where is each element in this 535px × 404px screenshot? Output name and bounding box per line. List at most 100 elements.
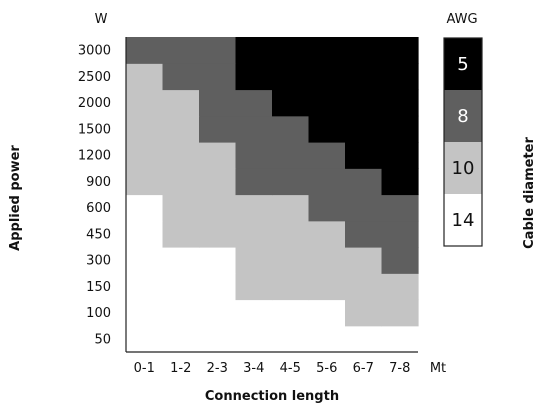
heatmap-cell bbox=[308, 194, 346, 222]
x-axis-unit: Mt bbox=[430, 361, 446, 376]
heatmap-cell bbox=[308, 89, 346, 117]
heatmap-cell bbox=[381, 115, 419, 143]
heatmap-cell bbox=[162, 194, 200, 222]
heatmap-cell bbox=[345, 299, 383, 327]
heatmap-cell bbox=[308, 168, 346, 196]
heatmap-cell bbox=[272, 142, 310, 169]
heatmap-cell bbox=[235, 194, 273, 222]
y-tick-label: 450 bbox=[86, 227, 111, 242]
heatmap-cell bbox=[126, 273, 164, 301]
x-tick-label: 0-1 bbox=[134, 361, 155, 376]
heatmap-cell bbox=[235, 247, 273, 274]
heatmap-cell bbox=[345, 247, 383, 274]
heatmap-cell bbox=[126, 168, 164, 196]
heatmap-cell bbox=[199, 37, 237, 64]
heatmap-cell bbox=[199, 115, 237, 143]
heatmap-cell bbox=[308, 299, 346, 327]
heatmap-cell bbox=[162, 168, 200, 196]
heatmap-cell bbox=[345, 37, 383, 64]
heatmap-cell bbox=[199, 220, 237, 248]
heatmap-cell bbox=[235, 89, 273, 117]
y-tick-label: 2500 bbox=[78, 70, 111, 85]
heatmap-cell bbox=[308, 247, 346, 274]
heatmap-cell bbox=[162, 220, 200, 248]
y-tick-label: 150 bbox=[86, 280, 111, 295]
heatmap-cell bbox=[126, 89, 164, 117]
y-tick-label: 2000 bbox=[78, 96, 111, 111]
x-tick-label: 2-3 bbox=[207, 361, 228, 376]
heatmap-cell bbox=[199, 63, 237, 91]
legend-swatch bbox=[444, 38, 482, 90]
heatmap-cell bbox=[235, 63, 273, 91]
heatmap-cell bbox=[126, 37, 164, 64]
heatmap-cell bbox=[272, 89, 310, 117]
heatmap-cell bbox=[126, 194, 164, 222]
x-axis-title: Connection length bbox=[205, 389, 339, 404]
x-tick-label: 1-2 bbox=[170, 361, 191, 376]
heatmap-cell bbox=[345, 89, 383, 117]
heatmap-cell bbox=[199, 247, 237, 274]
legend-title: AWG bbox=[446, 12, 477, 27]
heatmap-cell bbox=[199, 142, 237, 169]
heatmap-cell bbox=[345, 273, 383, 301]
legend-swatch bbox=[444, 90, 482, 142]
heatmap-cell bbox=[162, 247, 200, 274]
heatmap-cell bbox=[272, 194, 310, 222]
heatmap-cell bbox=[381, 220, 419, 248]
legend-swatch bbox=[444, 194, 482, 246]
heatmap-cell bbox=[345, 220, 383, 248]
legend-label: 14 bbox=[452, 210, 475, 231]
y-tick-label: 1500 bbox=[78, 122, 111, 137]
heatmap-cell bbox=[272, 168, 310, 196]
heatmap-cell bbox=[272, 247, 310, 274]
heatmap-cell bbox=[162, 325, 200, 353]
y-tick-label: 600 bbox=[86, 201, 111, 216]
heatmap-cell bbox=[308, 325, 346, 353]
legend-side-label: Cable diameter bbox=[522, 137, 535, 249]
heatmap-cell bbox=[272, 325, 310, 353]
x-tick-label: 7-8 bbox=[389, 361, 410, 376]
heatmap-cell bbox=[235, 115, 273, 143]
heatmap-cells bbox=[126, 37, 419, 353]
legend-label: 10 bbox=[452, 158, 475, 179]
y-axis-title: Applied power bbox=[8, 145, 23, 251]
x-tick-label: 4-5 bbox=[280, 361, 301, 376]
heatmap-cell bbox=[308, 273, 346, 301]
heatmap-cell bbox=[235, 220, 273, 248]
heatmap-cell bbox=[308, 63, 346, 91]
heatmap-cell bbox=[272, 299, 310, 327]
y-axis-ticks: 50 100 150 300 450 600 900 1200 1500 2000 2500 3000 bbox=[78, 44, 111, 348]
heatmap-cell bbox=[345, 168, 383, 196]
heatmap-cell bbox=[381, 142, 419, 169]
heatmap-cell bbox=[272, 37, 310, 64]
heatmap-cell bbox=[162, 273, 200, 301]
heatmap-cell bbox=[126, 142, 164, 169]
heatmap-cell bbox=[308, 37, 346, 64]
heatmap-cell bbox=[272, 273, 310, 301]
legend-border bbox=[443, 37, 483, 247]
x-tick-label: 3-4 bbox=[243, 361, 264, 376]
heatmap-cell bbox=[381, 89, 419, 117]
heatmap-cell bbox=[345, 142, 383, 169]
heatmap-cell bbox=[162, 89, 200, 117]
heatmap-cell bbox=[345, 63, 383, 91]
heatmap-cell bbox=[235, 299, 273, 327]
heatmap-cell bbox=[162, 299, 200, 327]
heatmap-cell bbox=[235, 37, 273, 64]
legend-label: 5 bbox=[457, 54, 468, 75]
heatmap-cell bbox=[235, 273, 273, 301]
y-tick-label: 900 bbox=[86, 175, 111, 190]
heatmap-cell bbox=[308, 115, 346, 143]
legend-label: 8 bbox=[457, 106, 468, 127]
heatmap-cell bbox=[162, 63, 200, 91]
y-tick-label: 3000 bbox=[78, 44, 111, 59]
y-tick-label: 50 bbox=[94, 332, 111, 347]
heatmap-cell bbox=[199, 89, 237, 117]
heatmap-cell bbox=[199, 299, 237, 327]
heatmap-cell bbox=[235, 168, 273, 196]
heatmap-cell bbox=[199, 325, 237, 353]
heatmap-cell bbox=[381, 325, 419, 353]
heatmap-cell bbox=[272, 220, 310, 248]
heatmap-cell bbox=[381, 247, 419, 274]
